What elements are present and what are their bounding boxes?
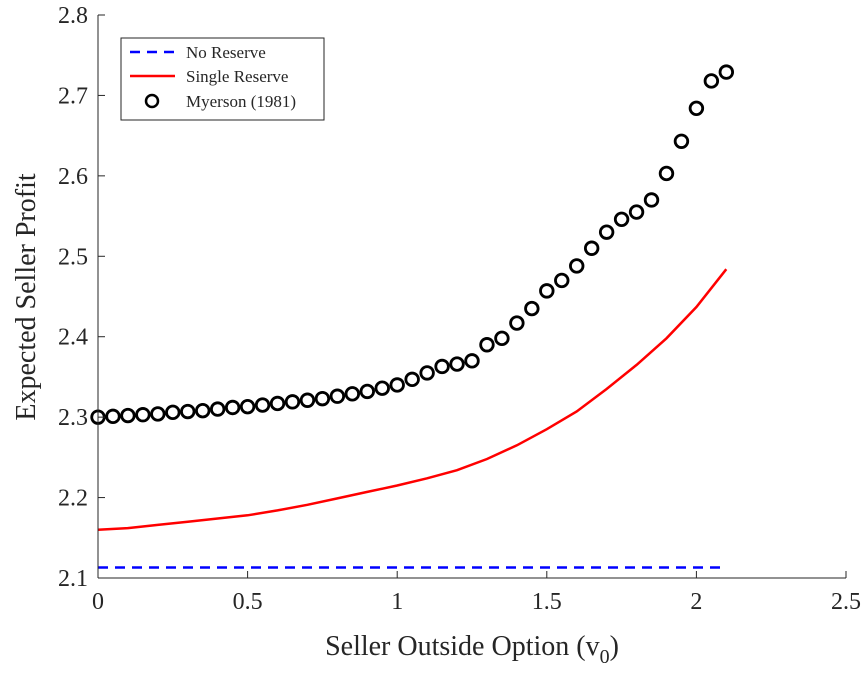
series-layer	[90, 64, 735, 569]
legend-label-no-reserve: No Reserve	[186, 43, 266, 62]
data-point	[150, 406, 166, 422]
x-axis-title-suffix: )	[610, 631, 619, 662]
x-ticks: 0 0.5 1 1.5 2 2.5	[92, 571, 861, 615]
data-point	[598, 224, 615, 240]
y-tick-label: 2.1	[58, 566, 88, 592]
data-point	[224, 399, 241, 416]
data-point	[314, 390, 331, 407]
data-point	[703, 73, 720, 89]
y-tick-label: 2.6	[58, 164, 88, 190]
y-tick-label: 2.3	[58, 405, 88, 431]
y-tick-label: 2.8	[58, 3, 88, 29]
data-point	[688, 100, 705, 116]
y-tick-label: 2.7	[58, 83, 88, 109]
data-point	[404, 371, 420, 388]
data-point	[583, 240, 600, 256]
data-point	[658, 165, 675, 182]
legend-swatch-myerson	[144, 93, 160, 109]
x-axis-title: Seller Outside Option (v0)	[325, 631, 619, 668]
y-axis-title: Expected Seller Profit	[11, 173, 42, 420]
data-point	[464, 353, 480, 369]
data-point	[284, 394, 301, 410]
legend-label-myerson: Myerson (1981)	[186, 92, 296, 111]
data-point	[554, 272, 570, 289]
x-tick-label: 2	[690, 589, 702, 615]
data-point	[628, 204, 645, 220]
y-tick-label: 2.5	[58, 244, 88, 270]
data-point	[165, 404, 181, 421]
data-point	[524, 300, 540, 317]
y-tick-label: 2.4	[58, 325, 88, 351]
data-point	[359, 383, 375, 400]
data-point	[374, 380, 390, 396]
x-axis-title-subscript: 0	[600, 646, 610, 668]
x-tick-label: 1	[391, 589, 403, 615]
x-tick-label: 1.5	[532, 589, 562, 615]
data-point	[195, 403, 211, 419]
legend-label-single-reserve: Single Reserve	[186, 67, 288, 86]
legend: No Reserve Single Reserve Myerson (1981)	[120, 37, 325, 121]
data-point	[539, 283, 555, 299]
series-line-single-reserve	[97, 268, 728, 531]
data-point	[419, 365, 435, 381]
x-tick-label: 0.5	[233, 589, 263, 615]
data-point	[329, 388, 346, 404]
data-point	[569, 258, 585, 274]
data-point	[389, 377, 405, 393]
data-point	[643, 192, 660, 208]
y-ticks: 2.1 2.2 2.3 2.4 2.5 2.6 2.7 2.8	[58, 3, 105, 592]
data-point	[718, 64, 735, 80]
x-axis-title-main: Seller Outside Option (v	[325, 631, 600, 662]
y-tick-label: 2.2	[58, 486, 88, 512]
data-point	[613, 211, 630, 227]
data-point	[239, 398, 256, 415]
data-point	[449, 356, 465, 372]
data-point	[494, 330, 510, 347]
data-point	[299, 392, 316, 408]
data-point	[673, 133, 690, 149]
data-point	[254, 397, 271, 413]
x-tick-label: 2.5	[831, 589, 861, 615]
data-point	[135, 407, 151, 423]
x-tick-label: 0	[92, 589, 104, 615]
data-point	[509, 315, 525, 331]
data-point	[269, 395, 286, 412]
data-point	[180, 403, 196, 420]
data-point	[479, 337, 495, 353]
data-point	[434, 358, 450, 375]
data-point	[209, 401, 226, 417]
axes-layer	[97, 15, 846, 579]
data-point	[120, 407, 136, 424]
data-point	[344, 386, 361, 402]
data-point	[105, 408, 121, 425]
